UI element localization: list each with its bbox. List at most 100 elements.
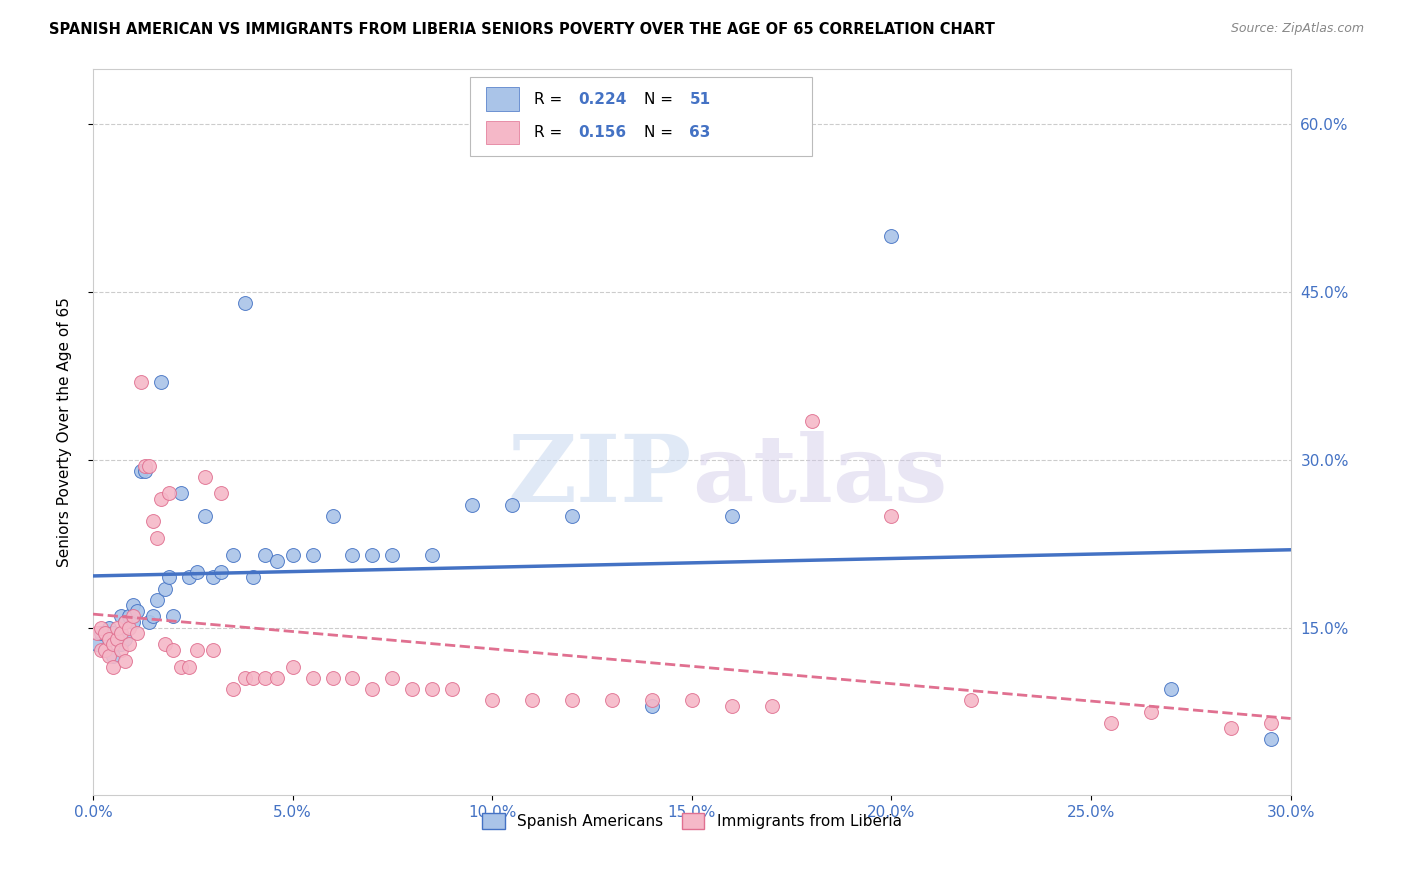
Point: [105, 632, 128, 646]
Point: [720, 508, 742, 523]
Point: [342, 671, 364, 685]
Point: [129, 464, 152, 478]
Point: [222, 548, 245, 562]
Point: [233, 296, 256, 310]
Text: 51: 51: [689, 92, 710, 106]
Text: ZIP: ZIP: [508, 431, 692, 521]
Point: [880, 508, 903, 523]
Point: [281, 660, 304, 674]
FancyBboxPatch shape: [470, 78, 811, 156]
Point: [461, 498, 484, 512]
Point: [90, 626, 112, 640]
Point: [233, 671, 256, 685]
FancyBboxPatch shape: [486, 120, 519, 145]
Point: [122, 609, 145, 624]
Point: [201, 570, 224, 584]
Point: [90, 621, 112, 635]
Point: [381, 671, 404, 685]
Point: [110, 643, 132, 657]
Point: [86, 626, 108, 640]
Point: [481, 693, 503, 707]
Point: [1260, 732, 1282, 747]
Point: [118, 609, 141, 624]
Point: [118, 637, 141, 651]
Point: [114, 654, 136, 668]
Point: [520, 693, 543, 707]
Point: [90, 643, 112, 657]
Point: [186, 565, 208, 579]
Point: [94, 626, 117, 640]
Text: 63: 63: [689, 125, 711, 140]
Point: [194, 469, 217, 483]
Text: 0.156: 0.156: [578, 125, 626, 140]
Point: [361, 548, 384, 562]
Point: [157, 570, 180, 584]
Point: [153, 582, 176, 596]
Point: [720, 698, 742, 713]
Point: [98, 632, 121, 646]
Point: [761, 698, 783, 713]
Point: [266, 671, 288, 685]
Point: [253, 671, 276, 685]
Point: [322, 508, 344, 523]
Text: SPANISH AMERICAN VS IMMIGRANTS FROM LIBERIA SENIORS POVERTY OVER THE AGE OF 65 C: SPANISH AMERICAN VS IMMIGRANTS FROM LIBE…: [49, 22, 995, 37]
Point: [101, 660, 124, 674]
Legend: Spanish Americans, Immigrants from Liberia: Spanish Americans, Immigrants from Liber…: [475, 806, 908, 835]
Point: [162, 609, 184, 624]
Point: [110, 626, 132, 640]
Point: [420, 548, 443, 562]
Point: [101, 648, 124, 663]
Text: N =: N =: [644, 92, 678, 106]
Point: [110, 609, 132, 624]
Point: [253, 548, 276, 562]
Point: [1219, 721, 1241, 735]
Point: [401, 682, 423, 697]
Point: [114, 632, 136, 646]
Point: [122, 599, 145, 613]
Point: [98, 632, 121, 646]
Point: [134, 464, 156, 478]
Point: [209, 565, 232, 579]
Point: [301, 548, 323, 562]
Point: [322, 671, 344, 685]
Point: [281, 548, 304, 562]
Point: [170, 486, 193, 500]
Point: [600, 693, 623, 707]
Point: [222, 682, 245, 697]
Point: [153, 637, 176, 651]
Point: [381, 548, 404, 562]
Point: [1099, 715, 1122, 730]
Point: [110, 637, 132, 651]
Point: [361, 682, 384, 697]
Point: [1160, 682, 1182, 697]
Text: N =: N =: [644, 125, 678, 140]
Point: [125, 604, 148, 618]
Point: [134, 458, 156, 473]
Point: [98, 621, 121, 635]
Y-axis label: Seniors Poverty Over the Age of 65: Seniors Poverty Over the Age of 65: [58, 297, 72, 567]
Point: [960, 693, 983, 707]
Point: [138, 615, 160, 629]
Point: [209, 486, 232, 500]
Point: [561, 693, 583, 707]
Point: [138, 458, 160, 473]
Point: [420, 682, 443, 697]
Point: [98, 648, 121, 663]
Point: [105, 632, 128, 646]
Point: [177, 570, 200, 584]
Point: [242, 671, 264, 685]
Text: R =: R =: [534, 92, 567, 106]
Point: [641, 698, 664, 713]
Point: [800, 414, 823, 428]
Point: [149, 375, 172, 389]
Point: [105, 621, 128, 635]
Point: [242, 570, 264, 584]
Point: [162, 643, 184, 657]
Point: [1140, 705, 1163, 719]
Point: [114, 615, 136, 629]
Point: [101, 637, 124, 651]
Point: [114, 615, 136, 629]
Point: [122, 615, 145, 629]
Point: [149, 491, 172, 506]
Point: [125, 626, 148, 640]
